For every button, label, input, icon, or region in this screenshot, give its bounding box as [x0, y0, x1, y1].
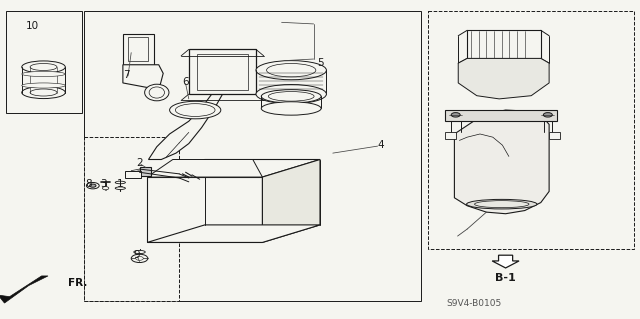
- Ellipse shape: [134, 250, 145, 254]
- Polygon shape: [147, 177, 262, 242]
- Text: S9V4-B0105: S9V4-B0105: [446, 299, 501, 308]
- Polygon shape: [147, 160, 262, 177]
- Ellipse shape: [149, 87, 164, 98]
- Bar: [84, 11, 421, 301]
- Circle shape: [86, 182, 99, 189]
- Ellipse shape: [170, 101, 221, 119]
- Polygon shape: [148, 67, 230, 160]
- Polygon shape: [549, 132, 560, 139]
- FancyArrow shape: [492, 255, 519, 268]
- Ellipse shape: [256, 85, 326, 104]
- Polygon shape: [454, 110, 549, 214]
- Ellipse shape: [22, 83, 65, 88]
- Ellipse shape: [22, 71, 65, 77]
- Text: 10: 10: [26, 21, 38, 31]
- Bar: [123, 34, 154, 65]
- Ellipse shape: [22, 86, 65, 99]
- Bar: [125, 171, 141, 178]
- Text: 6: 6: [182, 77, 189, 87]
- Polygon shape: [458, 58, 549, 99]
- Polygon shape: [0, 276, 48, 303]
- Text: 2: 2: [136, 158, 143, 168]
- Bar: [467, 30, 541, 59]
- Ellipse shape: [115, 187, 125, 189]
- Polygon shape: [147, 160, 320, 177]
- Ellipse shape: [475, 201, 529, 208]
- Ellipse shape: [261, 90, 321, 103]
- Circle shape: [451, 113, 460, 117]
- Polygon shape: [262, 160, 320, 242]
- Circle shape: [136, 256, 143, 260]
- Ellipse shape: [175, 104, 215, 116]
- Ellipse shape: [30, 63, 57, 70]
- Text: 8: 8: [85, 179, 92, 189]
- Ellipse shape: [145, 84, 169, 101]
- Bar: [84, 137, 179, 301]
- Circle shape: [543, 113, 552, 117]
- Text: FR.: FR.: [68, 278, 88, 288]
- Text: 4: 4: [378, 140, 384, 150]
- Ellipse shape: [115, 181, 125, 184]
- Text: B-1: B-1: [495, 272, 516, 283]
- Text: 3: 3: [100, 179, 107, 189]
- Polygon shape: [445, 132, 456, 139]
- Polygon shape: [189, 49, 256, 94]
- Text: 7: 7: [124, 70, 130, 80]
- Circle shape: [131, 254, 148, 263]
- Circle shape: [102, 187, 109, 190]
- Bar: [140, 167, 151, 176]
- Text: 9: 9: [133, 250, 140, 260]
- Bar: [128, 37, 148, 61]
- Ellipse shape: [268, 92, 314, 101]
- Ellipse shape: [256, 61, 326, 80]
- Polygon shape: [123, 65, 163, 89]
- Bar: [428, 11, 634, 249]
- Polygon shape: [197, 54, 248, 90]
- Text: 1: 1: [117, 179, 124, 189]
- Ellipse shape: [261, 102, 321, 115]
- Circle shape: [90, 184, 96, 187]
- Ellipse shape: [467, 199, 537, 209]
- Bar: [6, 11, 82, 113]
- Ellipse shape: [22, 61, 65, 73]
- Polygon shape: [445, 110, 557, 121]
- Polygon shape: [147, 225, 320, 242]
- Ellipse shape: [266, 63, 316, 77]
- Text: 5: 5: [317, 58, 323, 68]
- Ellipse shape: [30, 89, 57, 96]
